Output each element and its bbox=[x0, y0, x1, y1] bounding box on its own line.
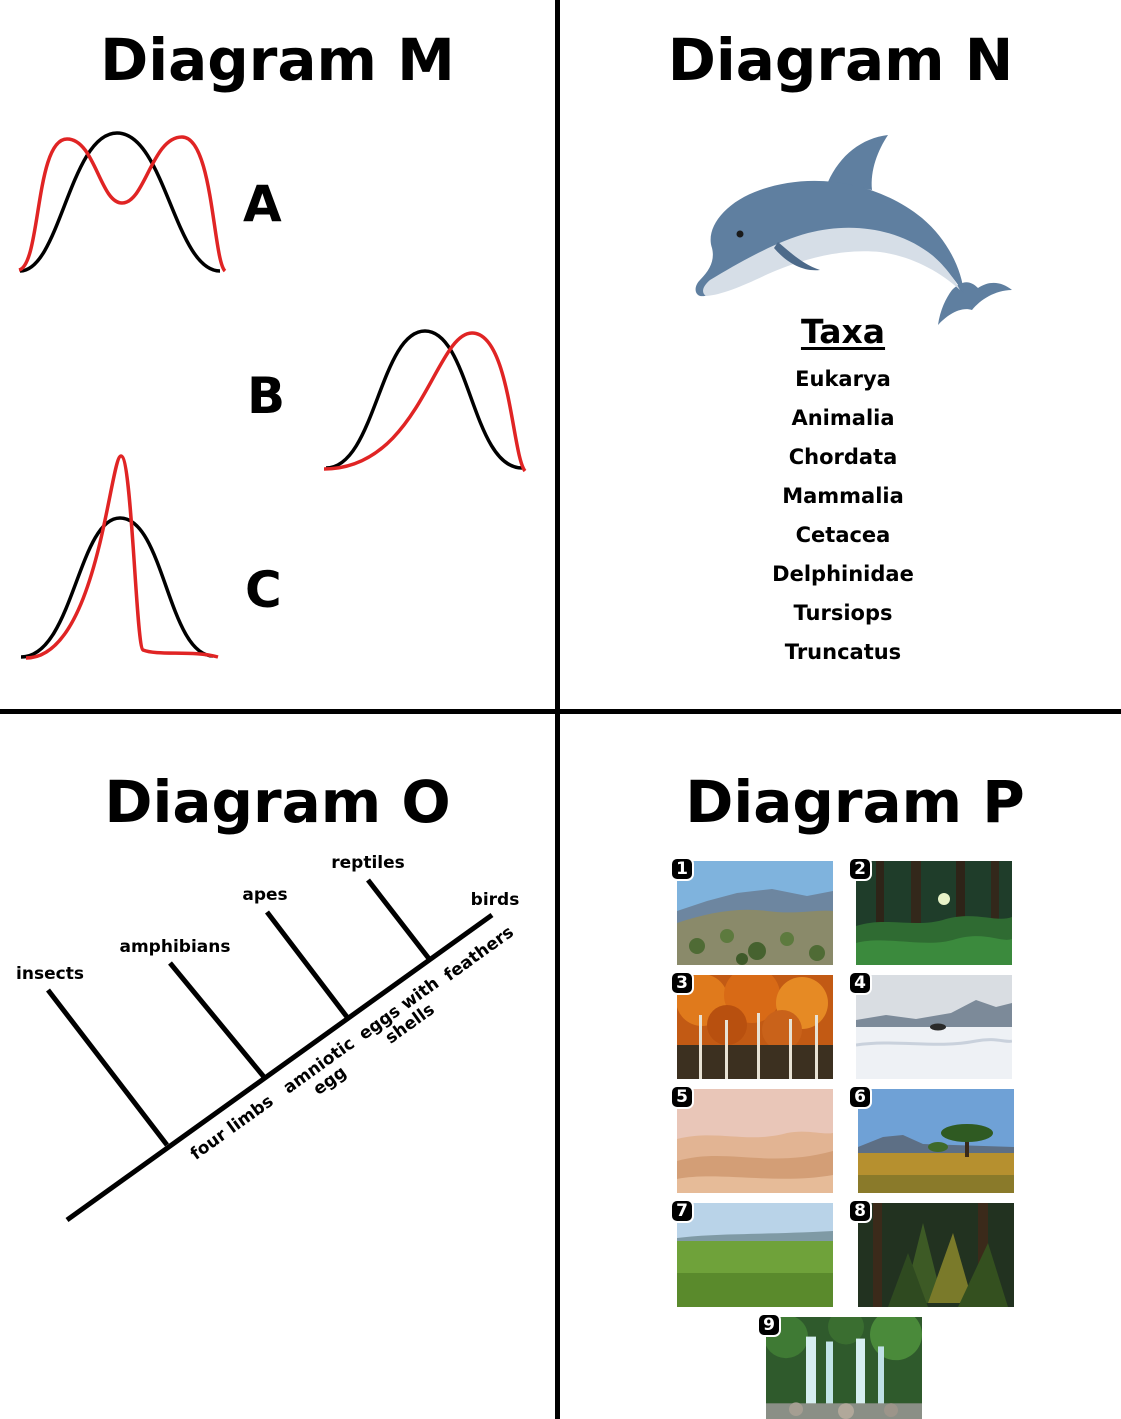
cladogram-trunk bbox=[65, 912, 494, 1223]
biome-number-8: 8 bbox=[850, 1201, 870, 1221]
biome-number-7: 7 bbox=[672, 1201, 692, 1221]
diagram-p-title: Diagram P bbox=[685, 768, 1025, 836]
diagram-m-title: Diagram M bbox=[100, 26, 455, 94]
curve-b-label: B bbox=[247, 367, 286, 425]
desert-landscape-icon bbox=[677, 1089, 833, 1193]
curve-a-original bbox=[19, 131, 221, 273]
diagram-n-title: Diagram N bbox=[667, 26, 1014, 94]
taxon-insects: insects bbox=[16, 964, 84, 984]
taxa-list: Eukarya Animalia Chordata Mammalia Cetac… bbox=[703, 360, 983, 672]
taxon-reptiles: reptiles bbox=[331, 853, 405, 873]
grassland-landscape-icon bbox=[677, 1203, 833, 1307]
deciduous-forest-landscape-icon bbox=[677, 975, 833, 1079]
taxa-item-kingdom: Animalia bbox=[791, 406, 895, 430]
curve-c-label: C bbox=[245, 561, 282, 619]
waterfall-landscape-icon bbox=[766, 1317, 922, 1419]
curve-a-graph bbox=[18, 131, 227, 273]
branch-reptiles bbox=[366, 878, 432, 962]
taxa-item-domain: Eukarya bbox=[795, 367, 891, 391]
taxa-item-order: Cetacea bbox=[795, 523, 891, 547]
branch-amphibians bbox=[168, 961, 266, 1079]
taxon-amphibians: amphibians bbox=[120, 937, 231, 957]
biome-number-9: 9 bbox=[759, 1315, 779, 1335]
rainforest-landscape-icon bbox=[856, 861, 1012, 965]
diagram-o-title: Diagram O bbox=[104, 768, 451, 836]
curve-b-graph bbox=[323, 329, 527, 473]
biome-number-3: 3 bbox=[672, 973, 692, 993]
horizontal-divider bbox=[0, 709, 1121, 714]
biome-number-1: 1 bbox=[672, 859, 692, 879]
trait-feathers: feathers bbox=[440, 922, 517, 985]
branch-insects bbox=[46, 988, 169, 1147]
taxa-heading: Taxa bbox=[800, 312, 886, 351]
taiga-landscape-icon bbox=[858, 1203, 1014, 1307]
taxa-item-species: Truncatus bbox=[784, 640, 902, 664]
curve-c-graph bbox=[20, 454, 219, 660]
taxa-item-phylum: Chordata bbox=[788, 445, 898, 469]
curve-b-selected bbox=[323, 331, 527, 473]
biome-number-2: 2 bbox=[850, 859, 870, 879]
branch-apes bbox=[265, 910, 349, 1019]
curve-a-selected bbox=[18, 135, 227, 273]
taxa-item-family: Delphinidae bbox=[772, 562, 914, 586]
taxon-apes: apes bbox=[242, 885, 287, 905]
cladogram: insects amphibians apes reptiles birds f… bbox=[16, 853, 520, 1223]
curve-b-original bbox=[325, 329, 523, 470]
chaparral-landscape-icon bbox=[677, 861, 833, 965]
savanna-landscape-icon bbox=[858, 1089, 1014, 1193]
taxa-item-class: Mammalia bbox=[782, 484, 904, 508]
dolphin-icon bbox=[695, 135, 1012, 325]
curve-c-original bbox=[20, 516, 214, 659]
tundra-landscape-icon bbox=[856, 975, 1012, 1079]
curve-a-label: A bbox=[243, 175, 282, 233]
biome-number-6: 6 bbox=[850, 1087, 870, 1107]
biome-number-5: 5 bbox=[672, 1087, 692, 1107]
biome-number-4: 4 bbox=[850, 973, 870, 993]
curve-c-selected bbox=[25, 454, 219, 660]
taxon-birds: birds bbox=[471, 890, 520, 910]
taxa-item-genus: Tursiops bbox=[793, 601, 893, 625]
